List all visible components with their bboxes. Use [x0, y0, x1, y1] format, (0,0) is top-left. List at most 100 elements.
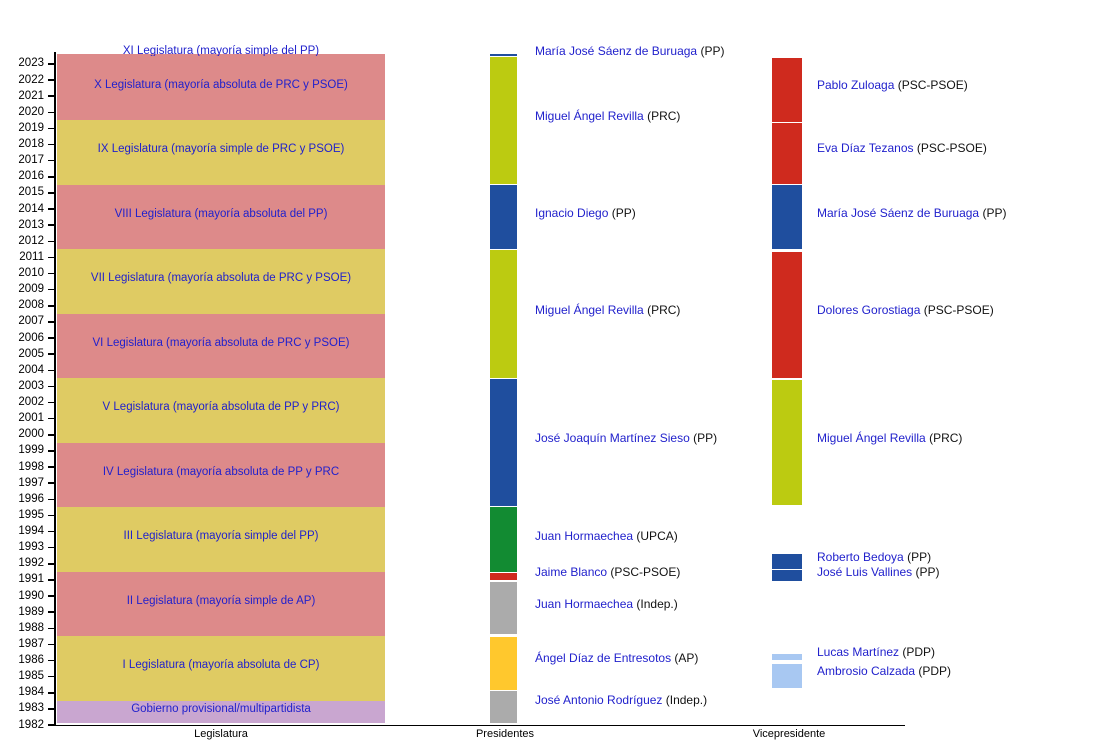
president-label: José Antonio Rodríguez (Indep.)	[535, 693, 707, 707]
person-name: Ángel Díaz de Entresotos	[535, 651, 672, 665]
year-tick-label: 2021	[18, 89, 44, 102]
year-tick	[48, 708, 54, 710]
year-tick-label: 1996	[18, 492, 44, 505]
year-tick	[48, 111, 54, 114]
president-label: Miguel Ángel Revilla (PRC)	[535, 303, 680, 317]
person-party: (PP)	[912, 565, 940, 579]
year-tick-label: 2010	[18, 267, 44, 280]
year-tick	[48, 321, 54, 323]
legislature-block	[57, 571, 385, 637]
year-tick-label: 1997	[18, 476, 44, 489]
person-party: (PSC-PSOE)	[913, 141, 987, 155]
vicepresident-label: Pablo Zuloaga (PSC-PSOE)	[817, 78, 968, 92]
year-tick	[48, 159, 54, 162]
person-name: María José Sáenz de Buruaga	[535, 44, 698, 58]
vicepresident-label: Lucas Martínez (PDP)	[817, 645, 935, 659]
year-tick-label: 1992	[18, 557, 44, 570]
legislature-label: VI Legislatura (mayoría absoluta de PRC …	[92, 336, 350, 349]
year-tick-label: 2008	[18, 299, 44, 312]
year-tick-label: 1983	[18, 702, 44, 715]
year-tick	[48, 305, 54, 307]
legislature-block	[57, 313, 385, 379]
year-tick-label: 2012	[18, 234, 44, 247]
person-name: Roberto Bedoya	[817, 550, 904, 564]
axis-caption-legislatura: Legislatura	[194, 728, 248, 740]
legislature-block	[57, 700, 385, 724]
year-tick-label: 1982	[18, 718, 44, 731]
person-party: (PP)	[608, 206, 636, 220]
vicepresident-label: José Luis Vallines (PP)	[817, 565, 940, 579]
president-label: Juan Hormaechea (Indep.)	[535, 597, 678, 611]
person-party: (PRC)	[643, 303, 681, 317]
year-tick	[48, 482, 54, 484]
year-tick-label: 2011	[19, 250, 44, 263]
president-label: Ángel Díaz de Entresotos (AP)	[535, 651, 698, 665]
person-party: (PDP)	[915, 664, 952, 678]
year-tick	[48, 208, 54, 210]
vicepresident-bar	[772, 252, 802, 378]
legislature-label: VIII Legislatura (mayoría absoluta del P…	[114, 207, 328, 220]
legislature-label: Gobierno provisional/multipartidista	[131, 702, 311, 715]
legislature-label: I Legislatura (mayoría absoluta de CP)	[122, 659, 320, 672]
year-tick-label: 1994	[18, 525, 44, 538]
year-tick	[48, 192, 54, 194]
president-bar	[490, 690, 517, 724]
year-tick-label: 2015	[18, 186, 44, 199]
legislature-block	[57, 55, 385, 121]
year-tick	[48, 288, 54, 291]
legislature-block	[57, 120, 385, 185]
legislature-label: IX Legislatura (mayoría simple de PRC y …	[97, 143, 345, 156]
year-tick	[48, 692, 54, 694]
person-party: (AP)	[671, 651, 699, 665]
year-tick	[48, 337, 54, 339]
legislature-label: XI Legislatura (mayoría simple del PP)	[122, 45, 320, 57]
year-tick	[48, 530, 54, 533]
president-label: Juan Hormaechea (UPCA)	[535, 529, 678, 543]
vicepresident-bar	[772, 553, 802, 569]
year-tick-label: 1984	[18, 686, 44, 699]
year-tick	[48, 611, 54, 613]
president-bar	[490, 249, 517, 378]
legislature-block	[57, 54, 385, 56]
year-tick	[48, 272, 54, 275]
person-name: Lucas Martínez	[817, 645, 900, 659]
legislature-block	[57, 249, 385, 314]
person-party: (PSC-PSOE)	[894, 78, 968, 92]
year-tick	[48, 724, 54, 726]
legislature-block	[57, 184, 385, 250]
person-name: Ambrosio Calzada	[817, 664, 916, 678]
year-tick-label: 1995	[18, 508, 44, 521]
vicepresident-label: Ambrosio Calzada (PDP)	[817, 664, 951, 678]
year-tick-label: 2005	[18, 347, 44, 360]
person-party: (Indep.)	[662, 693, 708, 707]
person-party: (PP)	[697, 44, 725, 58]
person-name: Pablo Zuloaga	[817, 78, 895, 92]
person-name: Jaime Blanco	[535, 565, 608, 579]
year-tick-label: 2022	[18, 73, 44, 86]
vicepresident-bar	[772, 663, 802, 688]
person-party: (PP)	[903, 550, 932, 564]
person-name: Miguel Ángel Revilla	[817, 431, 926, 445]
year-tick	[48, 385, 54, 388]
person-name: Eva Díaz Tezanos	[817, 141, 914, 155]
president-label: Ignacio Diego (PP)	[535, 206, 636, 220]
year-tick	[48, 417, 54, 420]
year-tick	[48, 546, 54, 549]
legislature-block	[57, 507, 385, 572]
person-name: Juan Hormaechea	[535, 597, 634, 611]
year-tick	[48, 466, 54, 468]
year-tick	[48, 579, 54, 581]
year-tick-label: 1986	[18, 654, 44, 666]
person-party: (PSC-PSOE)	[920, 303, 994, 317]
year-tick-label: 2014	[18, 202, 44, 215]
year-tick-label: 1988	[18, 621, 44, 634]
year-tick-label: 1999	[18, 444, 44, 457]
year-tick-label: 2000	[18, 428, 44, 441]
year-tick	[48, 63, 54, 65]
year-tick	[48, 675, 54, 678]
year-tick-label: 2006	[18, 331, 44, 344]
president-bar	[490, 57, 517, 185]
legislature-label: II Legislatura (mayoría simple de AP)	[126, 594, 316, 607]
person-name: José Luis Vallines	[817, 565, 913, 579]
